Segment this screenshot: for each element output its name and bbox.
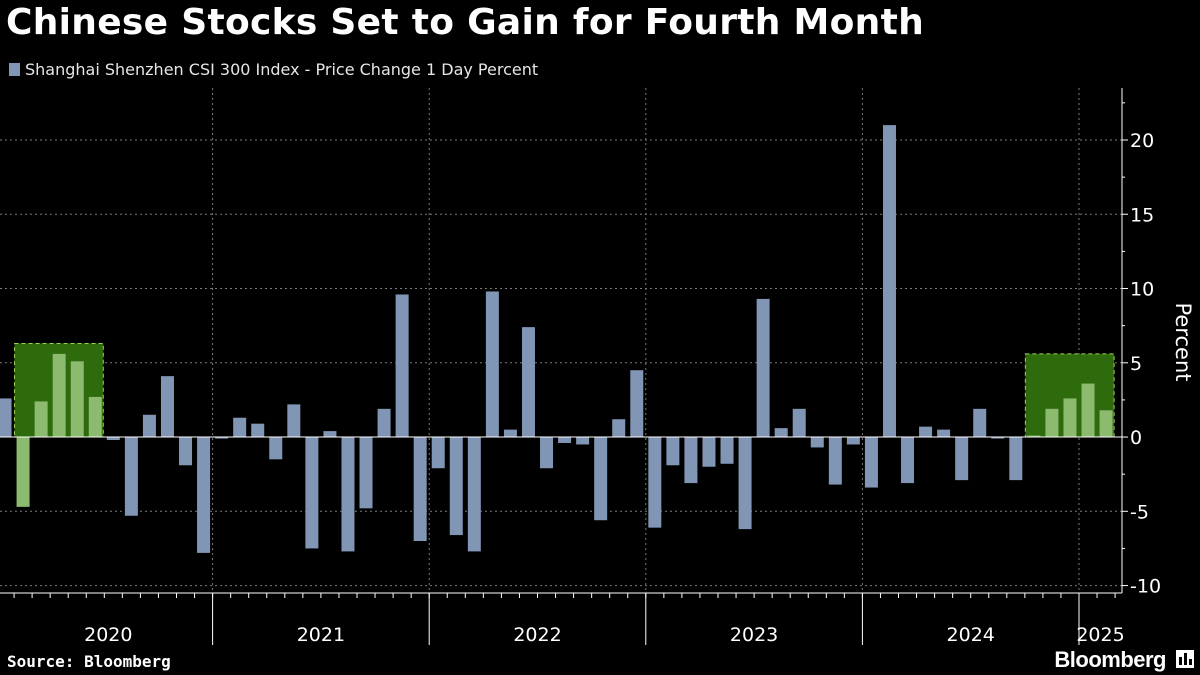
y-tick-label: 0 [1130,427,1142,449]
bar [846,437,860,445]
bars [0,125,1113,553]
legend-swatch [9,63,20,76]
bar [1045,408,1059,438]
bar [792,408,806,438]
bar [991,437,1005,439]
bar [864,437,878,488]
bar [179,437,193,466]
bar [702,437,716,467]
legend: Shanghai Shenzhen CSI 300 Index - Price … [9,60,538,79]
bar [431,437,445,469]
bar [16,437,30,507]
bloomberg-chart-icon [1176,650,1194,668]
bar [630,370,644,438]
bar [756,298,770,438]
x-year-label: 2022 [513,624,561,646]
bar [160,376,174,438]
y-tick-label: 20 [1130,130,1154,152]
bar [1027,435,1041,438]
x-year-label: 2024 [947,624,995,646]
bar [70,361,84,438]
bar [1009,437,1023,481]
bar [540,437,554,469]
bar [973,408,987,438]
bar [467,437,481,552]
y-tick-label: 5 [1130,353,1142,375]
highlight-boxes [14,342,1115,438]
bar [395,294,409,438]
bar [666,437,680,466]
bar [341,437,355,552]
bar [594,437,608,521]
bar [882,125,896,438]
bar [503,429,517,438]
bar [919,426,933,438]
x-year-label: 2023 [730,624,778,646]
bar [612,419,626,438]
chart-title: Chinese Stocks Set to Gain for Fourth Mo… [6,2,925,43]
bar [1081,383,1095,438]
bar [287,404,301,438]
x-year-label: 2020 [84,624,132,646]
y-tick-label: 10 [1130,279,1154,301]
bar [88,396,102,438]
bar [52,353,66,438]
bar [305,437,319,549]
bar [684,437,698,484]
bar [738,437,752,530]
bar [233,417,247,438]
bar [485,291,499,438]
x-year-label: 2025 [1076,624,1124,646]
y-tick-label: 15 [1130,204,1154,226]
bar [359,437,373,509]
legend-label: Shanghai Shenzhen CSI 300 Index - Price … [25,60,539,79]
source-note: Source: Bloomberg [7,652,171,671]
bar [142,414,156,438]
bar [34,401,48,438]
bar [558,437,572,443]
bar [251,423,265,438]
bar [413,437,427,542]
y-tick-label: -5 [1130,501,1149,523]
bar [955,437,969,481]
bloomberg-logo: Bloomberg [1054,647,1166,672]
bar [576,437,590,445]
bar [106,437,120,441]
y-tick-label: -10 [1130,576,1161,598]
bar [1063,398,1077,438]
bar [197,437,211,553]
x-year-label: 2021 [297,624,345,646]
bar [937,429,951,438]
bar [0,398,12,438]
bar [377,408,391,438]
bar [124,437,138,516]
bar [521,327,535,438]
grid-lines [0,88,1122,593]
bar [648,437,662,528]
bar [774,428,788,438]
bar [901,437,915,484]
bar [323,431,337,438]
y-axis-label: Percent [1171,302,1195,381]
bar [720,437,734,464]
bar [269,437,283,460]
bar [215,437,229,439]
bar [810,437,824,448]
bar [449,437,463,536]
bar [1099,410,1113,438]
bar [828,437,842,485]
